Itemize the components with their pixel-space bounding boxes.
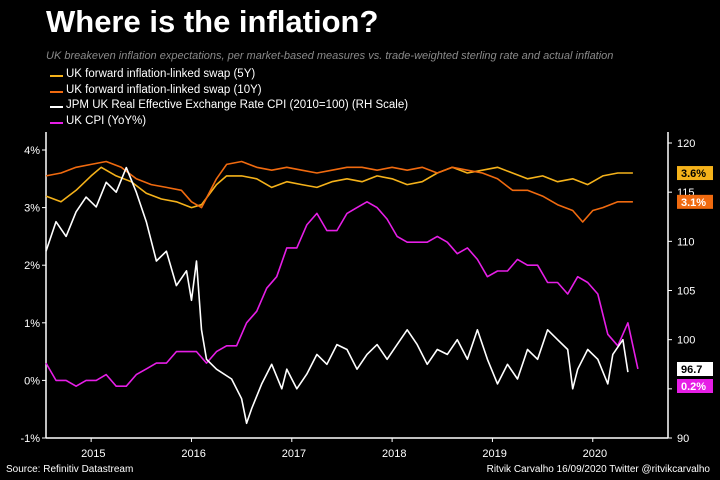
end-label-cpi: 0.2% bbox=[677, 379, 713, 393]
x-tick-label: 2015 bbox=[81, 448, 105, 460]
series-line-cpi bbox=[45, 201, 639, 387]
y-left-tick-label: 4% bbox=[24, 145, 40, 157]
end-label-5y-swap: 3.6% bbox=[677, 166, 713, 181]
y-right-tick-label: 120 bbox=[677, 138, 695, 150]
footer-credit: Ritvik Carvalho 16/09/2020 Twitter @ritv… bbox=[486, 464, 710, 475]
series-line-10y-swap bbox=[45, 160, 633, 223]
end-label-reer: 96.7 bbox=[677, 362, 713, 376]
end-label-reer-text: 96.7 bbox=[681, 364, 702, 376]
y-left-tick-label: 0% bbox=[24, 375, 40, 387]
y-left-tick-label: 1% bbox=[24, 318, 40, 330]
chart-subtitle: UK breakeven inflation expectations, per… bbox=[46, 50, 614, 62]
end-label-10y-swap-text: 3.1% bbox=[681, 197, 706, 209]
x-tick-label: 2017 bbox=[282, 448, 306, 460]
legend-swatch-reer bbox=[50, 106, 63, 108]
end-label-10y-swap-box bbox=[677, 194, 713, 209]
y-right-tick-label: 110 bbox=[677, 236, 695, 248]
chart-title: Where is the inflation? bbox=[46, 4, 379, 39]
y-left-tick-label: -1% bbox=[20, 433, 40, 445]
series-line-reer bbox=[45, 166, 629, 425]
y-left-tick-label: 2% bbox=[24, 260, 40, 272]
legend-label-5y-swap: UK forward inflation-linked swap (5Y) bbox=[66, 68, 256, 80]
legend-label-cpi: UK CPI (YoY%) bbox=[66, 114, 147, 127]
legend-label-reer: JPM UK Real Effective Exchange Rate CPI … bbox=[66, 99, 409, 111]
x-tick-label: 2016 bbox=[181, 448, 205, 460]
y-right-tick-label: 100 bbox=[677, 335, 695, 347]
y-right-tick-label: 90 bbox=[677, 433, 689, 445]
legend-swatch-cpi bbox=[50, 121, 63, 124]
end-label-5y-swap-box bbox=[677, 166, 713, 181]
series-line-5y-swap bbox=[45, 166, 633, 209]
footer-source: Source: Refinitiv Datastream bbox=[6, 464, 134, 475]
legend-label-10y-swap: UK forward inflation-linked swap (10Y) bbox=[66, 83, 262, 96]
end-label-5y-swap-text: 3.6% bbox=[681, 168, 706, 180]
end-label-10y-swap: 3.1% bbox=[677, 194, 713, 209]
end-label-cpi-box bbox=[677, 379, 713, 393]
legend-swatch-5y-swap bbox=[50, 75, 63, 77]
x-tick-label: 2019 bbox=[482, 448, 506, 460]
end-label-reer-box bbox=[677, 362, 713, 376]
x-tick-label: 2020 bbox=[583, 448, 607, 460]
y-right-tick-label: 105 bbox=[677, 286, 695, 298]
legend-swatch-10y-swap bbox=[50, 90, 63, 93]
x-tick-label: 2018 bbox=[382, 448, 406, 460]
y-left-tick-label: 3% bbox=[24, 203, 40, 215]
end-label-cpi-text: 0.2% bbox=[681, 381, 706, 393]
